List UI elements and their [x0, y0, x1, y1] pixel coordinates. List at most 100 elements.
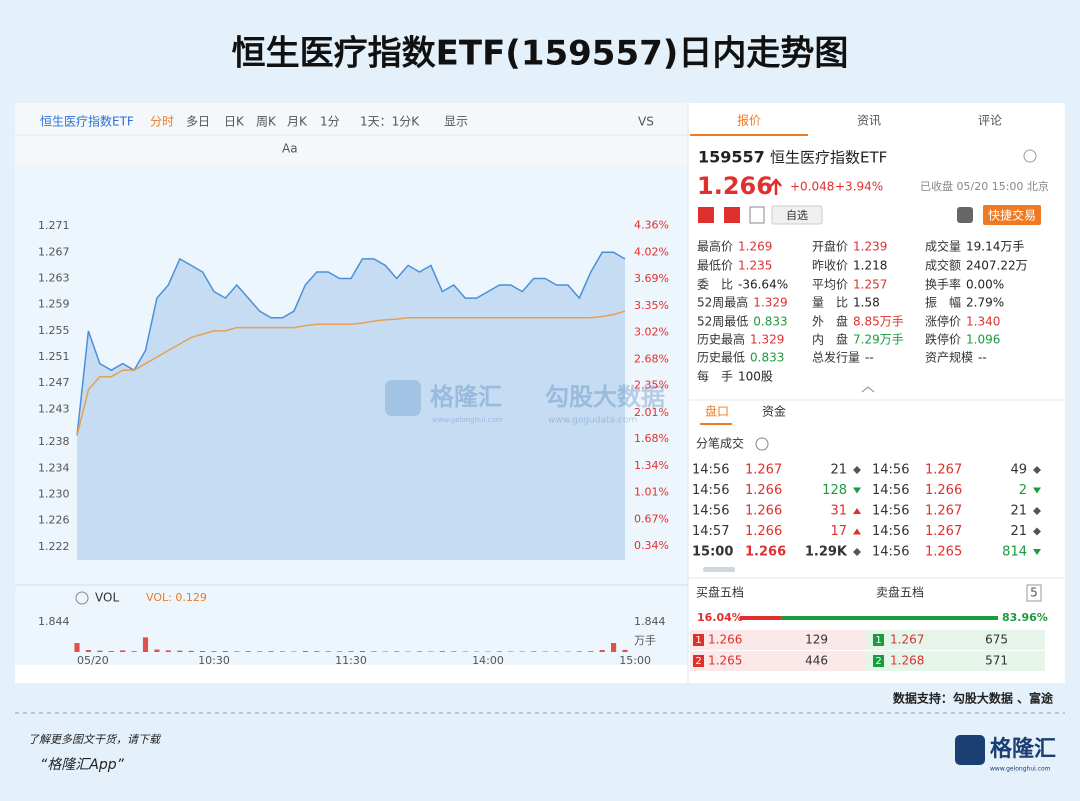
toolbar-tab[interactable]: VS [638, 115, 654, 129]
y-tick-label: 1.255 [38, 324, 70, 337]
y2-tick-label: 1.01% [634, 486, 669, 499]
stat-value: 1.096 [966, 333, 1000, 347]
bid-price: 1.265 [708, 654, 742, 668]
watch-label: 自选 [786, 209, 808, 222]
trade-price: 1.266 [745, 545, 786, 560]
toolbar-tab[interactable]: 1天：1分K [360, 115, 420, 129]
bid-title: 买盘五档 [696, 585, 744, 600]
trade-volume: 49 [1010, 463, 1027, 478]
toolbar-tab[interactable]: 1分 [320, 115, 340, 129]
stat-label: 涨停价 [925, 314, 961, 329]
direction-icon [1033, 487, 1041, 494]
watermark: www.gelonghui.com [432, 416, 503, 424]
change-pct: +3.94% [835, 180, 883, 194]
close-icon[interactable] [75, 591, 89, 605]
volume-bar [200, 651, 206, 652]
x-tick-label: 11:30 [335, 654, 367, 667]
volume-bar [622, 649, 628, 652]
trade-volume: 17 [830, 524, 847, 539]
price-area [77, 252, 625, 561]
y2-tick-label: 3.69% [634, 272, 669, 285]
levels[interactable]: 5 [1030, 586, 1038, 600]
info-icon[interactable] [755, 437, 769, 451]
stat-label: 最高价 [697, 239, 733, 254]
collapse-icon[interactable] [861, 386, 875, 393]
trade-price: 1.267 [925, 524, 962, 539]
x-tick-label: 15:00 [619, 654, 651, 667]
stat-label: 成交量 [925, 239, 961, 254]
quote-tab[interactable]: 资讯 [857, 114, 881, 128]
volume-bar [165, 650, 171, 652]
y-tick-label: 1.238 [38, 435, 70, 448]
volume-bar [97, 650, 103, 652]
ask-title: 卖盘五档 [876, 585, 924, 600]
y2-tick-label: 0.67% [634, 513, 669, 526]
volume-bar [348, 651, 354, 652]
stat-label: 平均价 [812, 278, 848, 292]
stat-value: 1.340 [966, 315, 1000, 329]
level-icon [724, 207, 740, 223]
stat-value: 7.29万手 [853, 333, 904, 347]
volume-bar [108, 651, 114, 652]
stat-value: 19.14万手 [966, 240, 1024, 254]
stat-value: 1.58 [853, 296, 880, 310]
trade-time: 14:56 [692, 504, 729, 519]
level-box [873, 655, 884, 667]
volume-bar [588, 651, 594, 652]
y2-tick-label: 4.02% [634, 246, 669, 259]
note-icon[interactable] [749, 206, 765, 224]
level: 2 [875, 656, 881, 667]
toolbar-tab[interactable]: 月K [287, 115, 308, 129]
sub-tab[interactable]: 资金 [762, 404, 786, 419]
trade-price: 1.267 [745, 463, 782, 478]
stat-value: 8.85万手 [853, 315, 904, 329]
toolbar-tab[interactable]: 显示 [444, 115, 468, 129]
trade-price: 1.267 [925, 463, 962, 478]
quote-tab[interactable]: 评论 [978, 114, 1002, 128]
status: 已收盘 05/20 15:00 北京 [920, 179, 1049, 193]
ask-volume: 675 [985, 633, 1008, 647]
stat-value: 0.833 [750, 351, 784, 365]
flag-icon [698, 207, 714, 223]
trade-time: 15:00 [692, 545, 733, 560]
volume-bar [394, 651, 400, 652]
scrollbar [703, 567, 735, 572]
y-tick-label: 1.251 [38, 350, 70, 363]
volume-bar [576, 651, 582, 652]
y2-tick-label: 2.35% [634, 379, 669, 392]
sub-tab[interactable]: 盘口 [705, 404, 729, 419]
toolbar-tab[interactable]: 日K [224, 115, 245, 129]
stat-value: -- [978, 351, 987, 365]
quote-tab[interactable]: 报价 [737, 113, 761, 128]
toolbar-tab[interactable]: 周K [256, 115, 277, 129]
y2-tick-label: 0.34% [634, 539, 669, 552]
instrument-name[interactable]: 恒生医疗指数ETF [40, 114, 134, 129]
toolbar-tab[interactable]: 分时 [150, 115, 174, 129]
direction-icon [853, 466, 861, 474]
settings-icon[interactable] [1023, 149, 1037, 163]
stat-label: 最低价 [697, 259, 733, 273]
ask-bar [781, 616, 998, 620]
trade-volume: 21 [1010, 524, 1027, 539]
stat-value: 100股 [738, 370, 773, 384]
trade-button[interactable] [983, 205, 1041, 225]
watch-button[interactable] [771, 205, 823, 225]
stat-value: 1.257 [853, 278, 887, 292]
bid-row [690, 630, 865, 650]
direction-icon [853, 508, 861, 514]
toolbar-tab[interactable]: 多日 [186, 115, 210, 129]
change: +0.048 [790, 180, 834, 194]
y2-tick-label: 1.34% [634, 459, 669, 472]
toolbar-tool[interactable]: Aa [282, 142, 298, 156]
levels-box[interactable] [1026, 584, 1042, 602]
x-tick-label: 05/20 [77, 654, 109, 667]
code: 159557 [698, 148, 765, 167]
trade-volume: 814 [1002, 545, 1027, 560]
direction-icon [1033, 527, 1041, 536]
volume-bar [611, 643, 617, 652]
trade-volume: 21 [830, 463, 847, 478]
bell-icon[interactable] [957, 207, 973, 223]
price-line [76, 251, 626, 436]
y2-tick-label: 4.36% [634, 218, 669, 231]
trade-volume: 31 [830, 504, 847, 519]
